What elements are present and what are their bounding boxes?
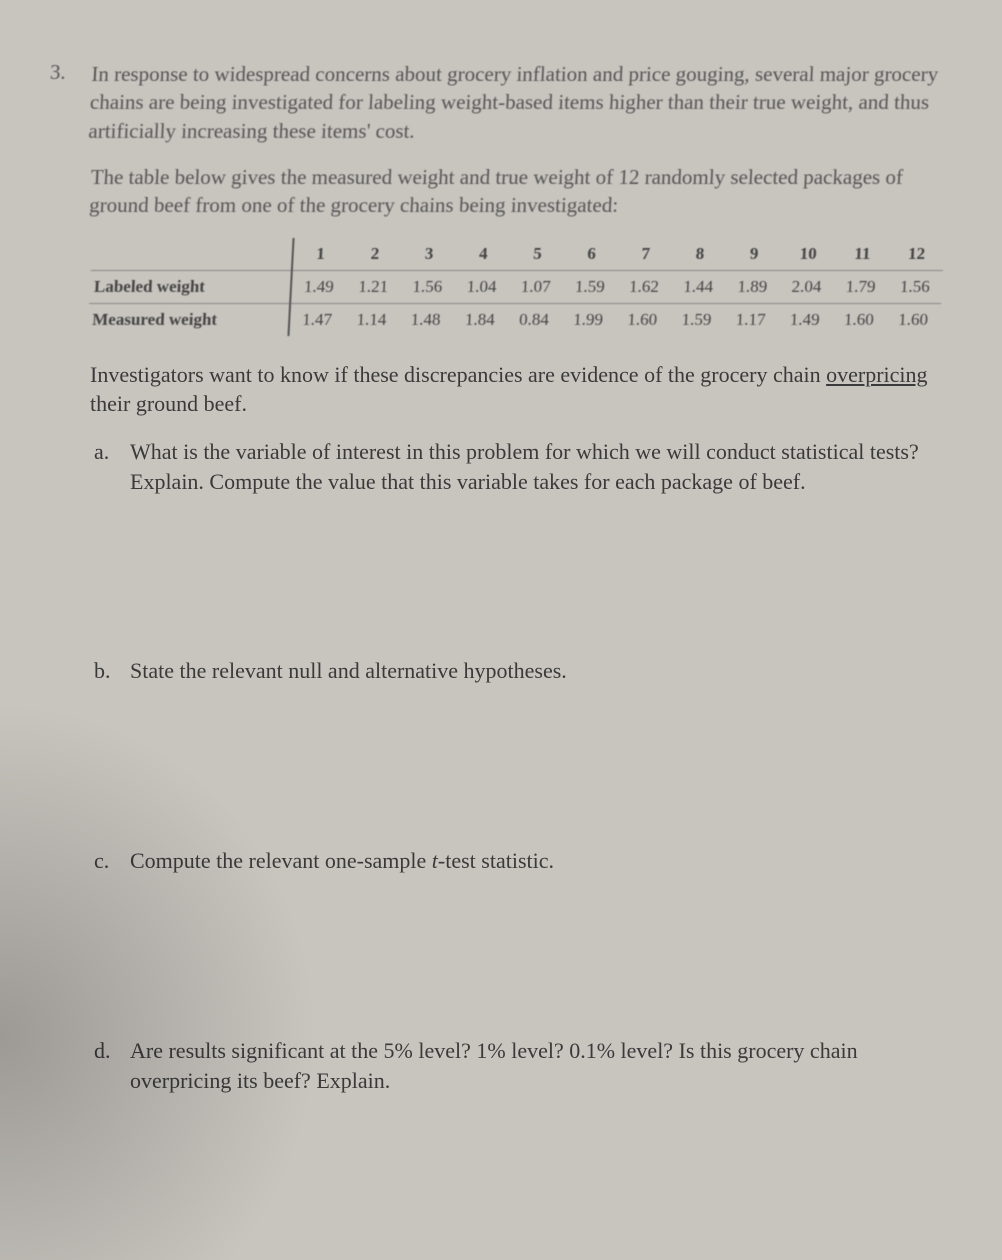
part-letter: c. xyxy=(94,846,109,876)
col-header: 3 xyxy=(401,238,457,271)
cell: 1.04 xyxy=(454,270,510,303)
row-label-measured: Measured weight xyxy=(87,303,289,336)
col-header: 7 xyxy=(618,238,674,271)
col-header: 1 xyxy=(291,238,348,271)
cell: 1.60 xyxy=(831,303,887,336)
col-header: 8 xyxy=(672,238,728,271)
cell: 1.59 xyxy=(562,270,618,303)
cell: 1.79 xyxy=(833,270,889,303)
table-header-row: 1 2 3 4 5 6 7 8 9 10 11 12 xyxy=(91,238,945,271)
cell: 0.84 xyxy=(506,303,562,336)
cell: 1.62 xyxy=(616,270,672,303)
cell: 1.14 xyxy=(344,303,400,336)
cell: 1.47 xyxy=(288,303,345,336)
cell: 1.56 xyxy=(887,270,943,303)
cell: 1.84 xyxy=(452,303,508,336)
cell: 1.07 xyxy=(508,270,564,303)
part-b: b. State the relevant null and alternati… xyxy=(130,656,942,686)
col-header: 10 xyxy=(780,238,836,271)
cell: 2.04 xyxy=(779,270,835,303)
cell: 1.49 xyxy=(290,270,347,303)
part-text: Compute the relevant one-sample t-test s… xyxy=(130,848,554,873)
part-letter: a. xyxy=(94,437,109,467)
col-header: 4 xyxy=(455,238,511,271)
table-row: Labeled weight 1.49 1.21 1.56 1.04 1.07 … xyxy=(89,270,943,303)
part-a: a. What is the variable of interest in t… xyxy=(130,437,942,496)
followup-paragraph: Investigators want to know if these disc… xyxy=(90,360,942,419)
col-header: 9 xyxy=(726,238,782,271)
part-letter: b. xyxy=(94,656,111,686)
part-text: State the relevant null and alternative … xyxy=(130,658,567,683)
cell: 1.49 xyxy=(777,303,833,336)
data-table: 1 2 3 4 5 6 7 8 9 10 11 12 Labeled weigh… xyxy=(87,238,944,336)
part-letter: d. xyxy=(94,1036,111,1066)
question-number: 3. xyxy=(49,60,66,85)
cell: 1.89 xyxy=(724,270,780,303)
col-header: 11 xyxy=(834,238,890,271)
col-header: 6 xyxy=(564,238,620,271)
part-c: c. Compute the relevant one-sample t-tes… xyxy=(130,846,942,876)
cell: 1.17 xyxy=(723,303,779,336)
table-row: Measured weight 1.47 1.14 1.48 1.84 0.84… xyxy=(87,303,941,336)
cell: 1.21 xyxy=(345,270,401,303)
cell: 1.60 xyxy=(885,303,941,336)
cell: 1.60 xyxy=(614,303,670,336)
part-text: What is the variable of interest in this… xyxy=(130,439,919,494)
intro-paragraph-2: The table below gives the measured weigh… xyxy=(89,163,944,220)
col-header: 2 xyxy=(347,238,403,271)
worksheet-page: 3. In response to widespread concerns ab… xyxy=(0,0,1002,1095)
cell: 1.59 xyxy=(669,303,725,336)
col-header: 5 xyxy=(510,238,566,271)
part-d: d. Are results significant at the 5% lev… xyxy=(130,1036,942,1095)
col-header: 12 xyxy=(889,238,945,271)
intro-paragraph-1: In response to widespread concerns about… xyxy=(88,60,944,145)
cell: 1.44 xyxy=(670,270,726,303)
cell: 1.48 xyxy=(398,303,454,336)
cell: 1.99 xyxy=(560,303,616,336)
cell: 1.56 xyxy=(399,270,455,303)
part-text: Are results significant at the 5% level?… xyxy=(130,1038,858,1093)
row-label-labeled: Labeled weight xyxy=(89,270,291,303)
